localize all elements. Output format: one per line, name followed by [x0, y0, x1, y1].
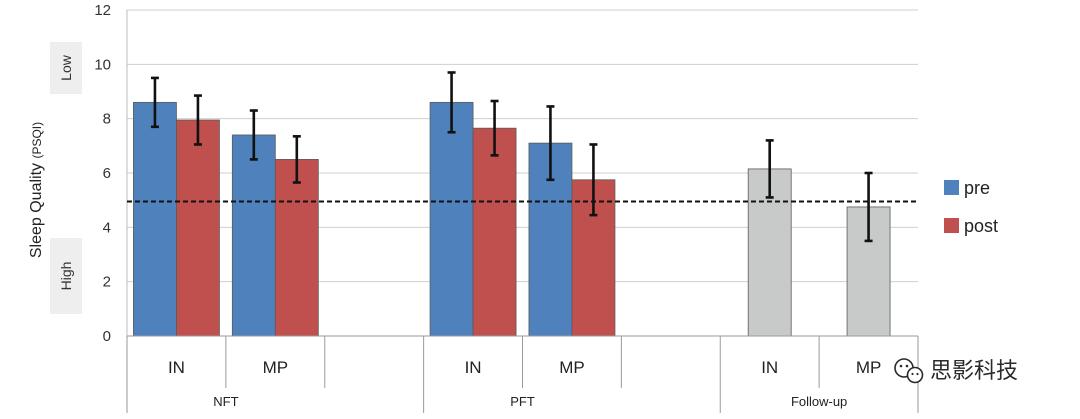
x-tick-label: IN [168, 358, 185, 377]
bar [176, 119, 220, 337]
error-bars [150, 71, 873, 243]
x-tick-label: MP [856, 358, 882, 377]
y-axis-title: Sleep Quality (PSQI) [28, 122, 45, 258]
side-labels: Low High [50, 42, 82, 314]
x-axis: IN MP IN MP IN MP NFT PFT Follow-up [126, 335, 919, 413]
y-tick-label: 8 [103, 111, 111, 128]
legend-swatch [944, 180, 959, 195]
bars [133, 101, 891, 337]
bar [133, 101, 177, 337]
bar [429, 101, 474, 337]
group-label: NFT [213, 394, 238, 409]
x-tick-label: IN [465, 358, 482, 377]
y-axis-unit: (PSQI) [30, 122, 44, 159]
y-tick-labels: 0 2 4 6 8 10 12 [94, 2, 111, 345]
legend: pre post [944, 178, 998, 236]
y-tick-label: 12 [94, 2, 111, 19]
bar [231, 134, 276, 337]
side-label-high: High [58, 262, 74, 291]
legend-swatch [944, 218, 959, 233]
watermark-text: 思影科技 [930, 359, 1018, 384]
bar [472, 127, 517, 337]
y-axis-label: Sleep Quality [28, 163, 45, 258]
y-tick-label: 0 [103, 328, 111, 345]
side-label-top-box [50, 42, 82, 94]
side-label-bottom-box [50, 238, 82, 314]
y-tick-label: 10 [94, 56, 111, 73]
x-tick-label: MP [263, 358, 289, 377]
y-tick-label: 2 [103, 274, 111, 291]
group-label: PFT [510, 394, 535, 409]
side-label-low: Low [58, 54, 74, 81]
x-tick-label: IN [761, 358, 778, 377]
y-tick-label: 4 [103, 219, 111, 236]
legend-label: post [964, 216, 998, 236]
legend-label: pre [964, 178, 990, 198]
group-label: Follow-up [791, 394, 847, 409]
bar [274, 159, 319, 337]
x-tick-label: MP [559, 358, 585, 377]
wechat-icon [894, 358, 924, 384]
y-tick-label: 6 [103, 165, 111, 182]
watermark: 思影科技 [894, 358, 1018, 384]
